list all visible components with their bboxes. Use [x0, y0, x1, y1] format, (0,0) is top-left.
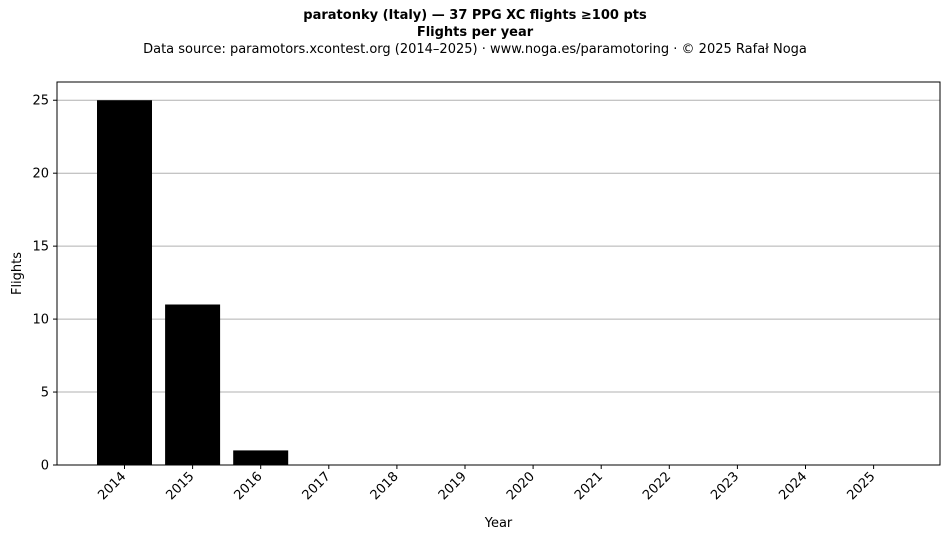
x-tick-label-2016: 2016	[232, 469, 266, 503]
bar-2015	[165, 304, 221, 465]
x-tick-label-2023: 2023	[708, 469, 742, 503]
x-tick-label-2024: 2024	[776, 469, 810, 503]
x-tick-label-2025: 2025	[844, 469, 878, 503]
chart-subtitle: Flights per year	[416, 25, 534, 40]
x-tick-label-2017: 2017	[300, 469, 334, 503]
x-tick-label-2020: 2020	[504, 469, 538, 503]
x-tick-label-2015: 2015	[163, 469, 197, 503]
y-tick-label-25: 25	[32, 94, 49, 109]
y-axis-label: Flights	[10, 252, 25, 295]
plot-frame	[56, 81, 941, 466]
y-ticks: 0 5 10 15 20 25	[32, 94, 57, 474]
y-tick-label-15: 15	[32, 240, 49, 255]
bars	[97, 100, 289, 465]
x-ticks: 2014 2015 2016 2017 2018 2019 2020 2021 2022 2023…	[95, 465, 878, 503]
y-tick-label-0: 0	[41, 459, 49, 474]
y-tick-label-5: 5	[41, 386, 49, 401]
chart-source: Data source: paramotors.xcontest.org (20…	[143, 42, 807, 57]
chart-title: paratonky (Italy) — 37 PPG XC flights ≥1…	[303, 8, 647, 23]
x-tick-label-2021: 2021	[572, 469, 606, 503]
y-tick-label-20: 20	[32, 167, 49, 182]
bar-2016	[233, 450, 289, 465]
y-tick-label-10: 10	[32, 313, 49, 328]
x-tick-label-2018: 2018	[368, 469, 402, 503]
x-axis-label: Year	[484, 516, 513, 531]
chart-titles: paratonky (Italy) — 37 PPG XC flights ≥1…	[0, 7, 950, 59]
x-tick-label-2019: 2019	[436, 469, 470, 503]
x-tick-label-2014: 2014	[95, 469, 129, 503]
x-tick-label-2022: 2022	[640, 469, 674, 503]
bar-2014	[97, 100, 152, 465]
